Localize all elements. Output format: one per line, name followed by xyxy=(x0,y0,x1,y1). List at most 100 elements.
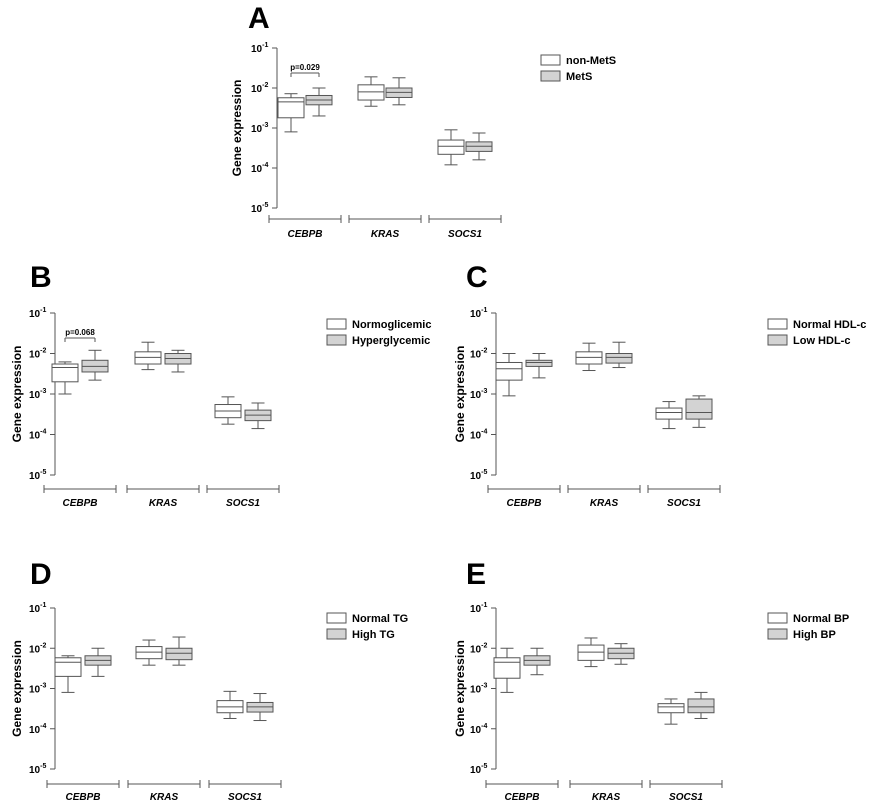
y-tick-label: 10-1 xyxy=(470,307,487,320)
box-socs1-non-mets xyxy=(437,129,465,166)
y-tick-label: 10-4 xyxy=(470,429,487,442)
legend-swatch xyxy=(326,318,347,330)
y-axis-label: Gene expression xyxy=(10,346,24,443)
panel-letter: A xyxy=(248,2,270,35)
box-socs1-hyperglycemic xyxy=(244,402,272,430)
box-kras-low-hdl-c xyxy=(605,341,633,369)
y-tick-label: 10-3 xyxy=(251,122,268,135)
x-tick-label: SOCS1 xyxy=(667,498,701,509)
y-tick-label: 10-4 xyxy=(29,429,46,442)
y-tick-label: 10-1 xyxy=(29,307,46,320)
y-axis-label: Gene expression xyxy=(453,640,467,737)
x-tick-label: KRAS xyxy=(592,792,621,803)
x-tick-label: CEBPB xyxy=(506,498,541,509)
x-tick-label: SOCS1 xyxy=(669,792,703,803)
iqr-box xyxy=(685,398,713,420)
iqr-box xyxy=(51,363,79,383)
box-kras-normal-tg xyxy=(135,639,163,666)
box-kras-hyperglycemic xyxy=(164,349,192,373)
panel-letter: B xyxy=(30,261,52,294)
panel-b: B Gene expression 10-1 10-2 10-3 10-4 10-5 CEBP… xyxy=(10,261,431,509)
box-cebpb-normoglicemic xyxy=(51,361,79,395)
x-tick-label: CEBPB xyxy=(62,498,97,509)
y-tick-label: 10-5 xyxy=(470,763,487,776)
iqr-box xyxy=(655,407,683,420)
legend-label: Low HDL-c xyxy=(793,335,850,347)
legend-swatch xyxy=(767,628,788,640)
y-tick-label: 10-5 xyxy=(251,202,268,215)
y-tick-label: 10-4 xyxy=(251,162,268,175)
y-tick-label: 10-5 xyxy=(29,763,46,776)
iqr-box xyxy=(277,97,305,119)
panel-d: D Gene expression 10-1 10-2 10-3 10-4 10-5 CEBP… xyxy=(10,558,408,803)
panel-letter: E xyxy=(466,558,486,591)
y-axis-label: Gene expression xyxy=(230,80,244,177)
box-kras-non-mets xyxy=(357,76,385,107)
legend-label: Normal TG xyxy=(352,613,408,625)
box-cebpb-mets xyxy=(305,87,333,117)
y-tick-label: 10-2 xyxy=(470,348,487,361)
iqr-box xyxy=(495,361,523,381)
iqr-box xyxy=(657,703,685,714)
box-socs1-mets xyxy=(465,132,493,161)
legend-swatch xyxy=(767,612,788,624)
iqr-box xyxy=(54,657,82,677)
x-tick-label: KRAS xyxy=(149,498,178,509)
x-tick-label: KRAS xyxy=(590,498,619,509)
iqr-box xyxy=(605,353,633,364)
legend-swatch xyxy=(540,70,561,82)
legend-label: MetS xyxy=(566,71,592,83)
box-cebpb-normal-bp xyxy=(493,647,521,693)
box-kras-normal-hdl-c xyxy=(575,342,603,372)
panel-e: E Gene expression 10-1 10-2 10-3 10-4 10-5 CEBP… xyxy=(453,558,849,803)
x-tick-label: KRAS xyxy=(150,792,179,803)
legend-label: non-MetS xyxy=(566,55,616,67)
panel-letter: D xyxy=(30,558,52,591)
y-tick-label: 10-2 xyxy=(29,348,46,361)
box-socs1-normal-hdl-c xyxy=(655,401,683,430)
iqr-box xyxy=(493,657,521,679)
box-kras-high-tg xyxy=(165,636,193,666)
legend-label: Normal BP xyxy=(793,613,849,625)
legend-label: Normal HDL-c xyxy=(793,319,866,331)
box-cebpb-normal-hdl-c xyxy=(495,353,523,397)
x-tick-label: CEBPB xyxy=(65,792,100,803)
box-cebpb-hyperglycemic xyxy=(81,349,109,381)
iqr-box xyxy=(525,359,553,367)
box-kras-mets xyxy=(385,77,413,106)
box-kras-high-bp xyxy=(607,643,635,665)
box-kras-normoglicemic xyxy=(134,341,162,371)
box-cebpb-high-tg xyxy=(84,647,112,677)
iqr-box xyxy=(357,84,385,101)
y-tick-label: 10-3 xyxy=(470,683,487,696)
box-socs1-normal-bp xyxy=(657,698,685,725)
panel-c: C Gene expression 10-1 10-2 10-3 10-4 10-5 CEBP… xyxy=(453,261,866,509)
box-socs1-normoglicemic xyxy=(214,396,242,425)
legend-label: Normoglicemic xyxy=(352,319,431,331)
y-tick-label: 10-1 xyxy=(251,42,268,55)
y-tick-label: 10-2 xyxy=(29,642,46,655)
legend-swatch xyxy=(326,612,347,624)
y-tick-label: 10-5 xyxy=(29,469,46,482)
legend-swatch xyxy=(326,334,347,346)
x-tick-label: SOCS1 xyxy=(228,792,262,803)
box-socs1-high-tg xyxy=(246,693,274,722)
y-tick-label: 10-4 xyxy=(470,723,487,736)
box-socs1-normal-tg xyxy=(216,690,244,719)
iqr-box xyxy=(437,139,465,155)
x-tick-label: CEBPB xyxy=(287,229,322,240)
legend-swatch xyxy=(767,334,788,346)
y-axis-label: Gene expression xyxy=(453,346,467,443)
box-socs1-low-hdl-c xyxy=(685,395,713,428)
iqr-box xyxy=(577,644,605,661)
legend-label: High BP xyxy=(793,629,836,641)
box-cebpb-low-hdl-c xyxy=(525,353,553,379)
panel-letter: C xyxy=(466,261,488,294)
legend-label: Hyperglycemic xyxy=(352,335,430,347)
y-tick-label: 10-5 xyxy=(470,469,487,482)
iqr-box xyxy=(687,698,715,714)
box-socs1-high-bp xyxy=(687,691,715,719)
box-cebpb-non-mets xyxy=(277,93,305,133)
iqr-box xyxy=(165,647,193,661)
legend-label: High TG xyxy=(352,629,395,641)
